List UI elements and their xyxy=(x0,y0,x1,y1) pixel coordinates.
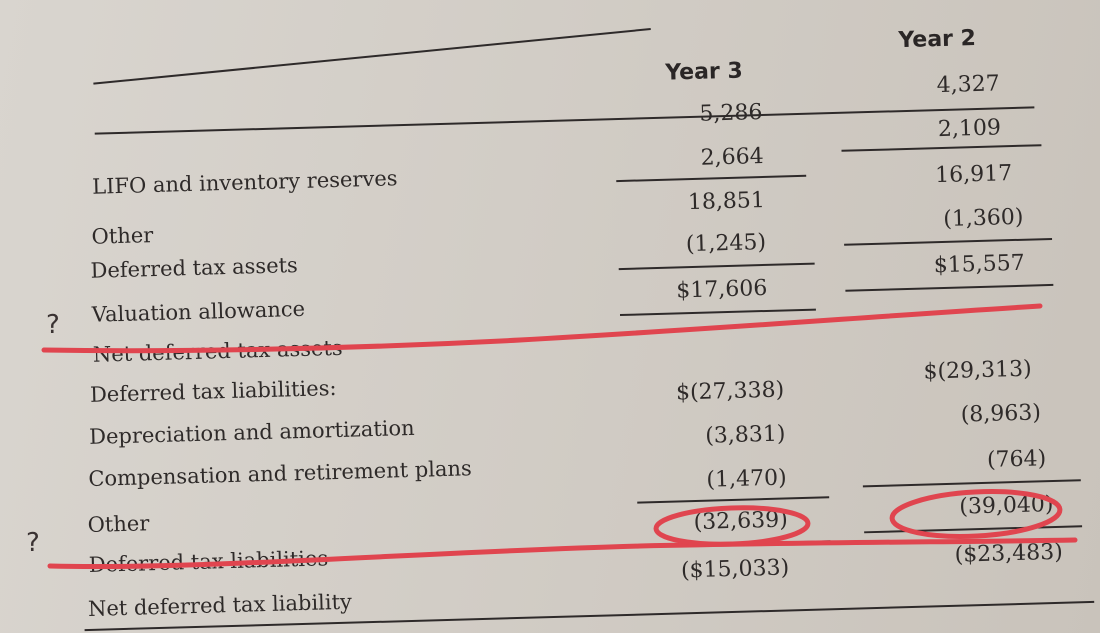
row-5-label: Net deferred tax assets xyxy=(92,335,343,367)
row-11-year3: ($15,033) xyxy=(680,555,790,584)
row-10-year3: (32,639) xyxy=(693,507,789,536)
question-mark-liabilities: ? xyxy=(26,528,40,558)
row-4-year3: $17,606 xyxy=(676,275,768,304)
row-7-year3: $(27,338) xyxy=(675,377,785,406)
liabilities-rule-year3 xyxy=(637,496,830,504)
row-2-label: Other xyxy=(91,223,154,249)
net-assets-rule-year2 xyxy=(845,283,1054,292)
row-10-year2: (39,040) xyxy=(958,492,1054,520)
row-8-label: Compensation and retirement plans xyxy=(88,456,473,491)
row-8-year3: (3,831) xyxy=(704,421,786,449)
row-8-year2: (8,963) xyxy=(960,400,1042,428)
allowance-rule-year2 xyxy=(844,237,1053,246)
question-mark-net-assets: ? xyxy=(46,310,60,340)
row-11-label: Net deferred tax liability xyxy=(87,589,353,622)
row-1-year3: 2,664 xyxy=(700,143,764,171)
row-2-year2: 16,917 xyxy=(934,161,1013,189)
row-7-year2: $(29,313) xyxy=(923,356,1033,385)
row-7-label: Depreciation and amortization xyxy=(88,415,415,449)
header-top-rule xyxy=(93,28,651,85)
row-3-year2: (1,360) xyxy=(942,204,1024,232)
year3-header: Year 3 xyxy=(664,58,744,86)
row-6-label: Deferred tax liabilities: xyxy=(89,375,337,407)
row-1-label: LIFO and inventory reserves xyxy=(91,166,398,199)
subtotal-rule-year3 xyxy=(616,174,807,183)
row-0-year3: 5,286 xyxy=(699,99,763,127)
row-9-year2: (764) xyxy=(986,446,1047,473)
row-10-label: Deferred tax liabilities xyxy=(88,546,329,577)
row-9-year3: (1,470) xyxy=(706,465,787,493)
liabilities-rule-year2 xyxy=(862,479,1081,488)
allowance-rule-year3 xyxy=(618,262,815,271)
row-9-label: Other xyxy=(87,511,150,537)
row-3-label: Deferred tax assets xyxy=(90,253,299,283)
row-0-year2: 4,327 xyxy=(936,71,1001,99)
row-11-year2: ($23,483) xyxy=(954,539,1064,568)
row-1-year2: 2,109 xyxy=(937,115,1002,143)
net-liability-rule-year3 xyxy=(638,540,831,548)
subtotal-rule-year2 xyxy=(841,144,1042,152)
row-2-year3: 18,851 xyxy=(687,187,766,216)
net-assets-rule-year3 xyxy=(619,308,816,317)
row-4-year2: $15,557 xyxy=(933,250,1026,279)
row-3-year3: (1,245) xyxy=(685,229,767,258)
net-liability-rule-year2 xyxy=(864,525,1083,534)
year2-header: Year 2 xyxy=(898,26,977,54)
row-4-label: Valuation allowance xyxy=(91,296,306,327)
